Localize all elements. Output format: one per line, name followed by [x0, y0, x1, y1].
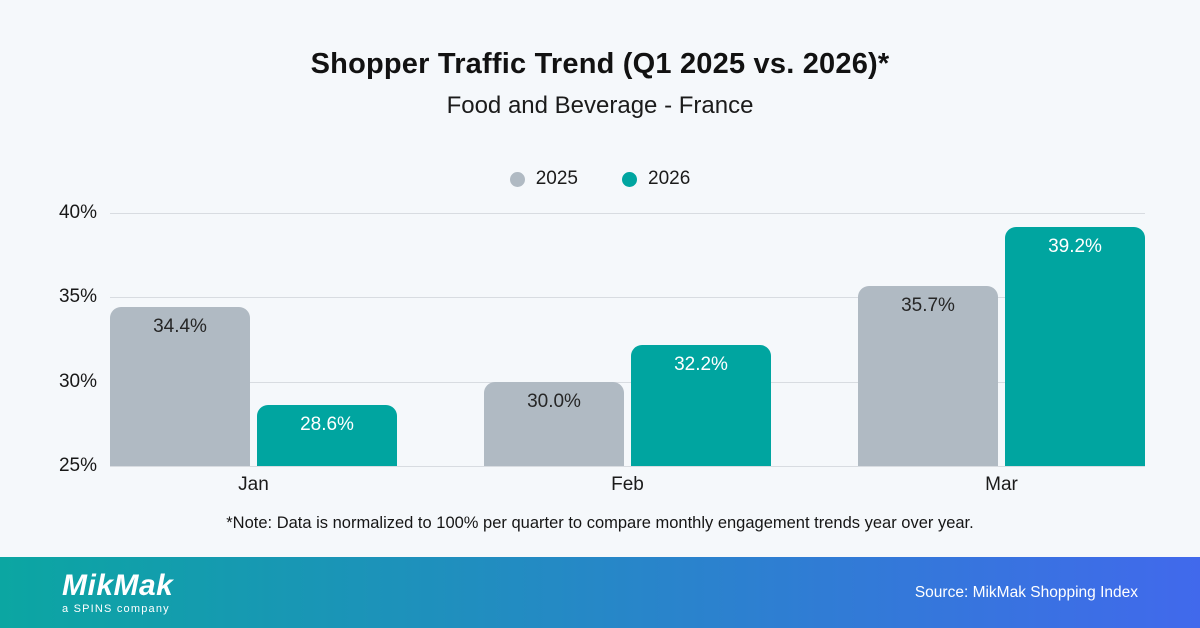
bar-group-jan: 34.4% 28.6% Jan: [110, 213, 397, 495]
bar-value-label: 32.2%: [674, 353, 728, 375]
bar-group-mar: 35.7% 39.2% Mar: [858, 213, 1145, 495]
legend-label-2026: 2026: [648, 168, 691, 189]
bar-value-label: 28.6%: [300, 414, 354, 436]
gridline: [110, 466, 1145, 467]
footnote: *Note: Data is normalized to 100% per qu…: [226, 514, 974, 532]
bar-value-label: 34.4%: [153, 316, 207, 338]
chart-subtitle: Food and Beverage - France: [446, 92, 754, 119]
legend-dot-2025: [509, 171, 525, 187]
legend-item-2026: 2026: [622, 168, 690, 190]
bar-jan-2026: 28.6%: [257, 405, 397, 466]
legend-label-2025: 2025: [535, 168, 578, 189]
x-tick-label-jan: Jan: [238, 474, 269, 495]
y-tick-label: 30%: [58, 370, 97, 392]
bar-groups: 34.4% 28.6% Jan 30.0% 32.2% Feb 35.7% 39.2% Mar: [110, 213, 1145, 495]
source-attribution: Source: MikMak Shopping Index: [914, 583, 1138, 601]
bar-feb-2026: 32.2%: [631, 344, 771, 466]
mikmak-logo: MikMak a SPINS company: [62, 568, 174, 615]
x-tick-label-feb: Feb: [611, 474, 644, 495]
legend-dot-2026: [622, 171, 637, 187]
plot-area: 34.4% 28.6% Jan 30.0% 32.2% Feb 35.7% 39.2% Mar: [110, 213, 1145, 495]
bar-group-feb: 30.0% 32.2% Feb: [484, 213, 771, 495]
bar-mar-2025: 35.7%: [858, 285, 998, 466]
gridline: [110, 213, 1145, 214]
gridline: [110, 381, 1145, 383]
footer-bar: MikMak a SPINS company Source: MikMak Sh…: [0, 557, 1200, 628]
chart-title: Shopper Traffic Trend (Q1 2025 vs. 2026)…: [310, 48, 890, 80]
bar-jan-2025: 34.4%: [110, 307, 250, 466]
y-tick-label: 35%: [58, 286, 97, 308]
bar-value-label: 30.0%: [527, 390, 581, 412]
bar-value-label: 39.2%: [1048, 235, 1102, 257]
mikmak-logo-text: MikMak: [62, 568, 174, 602]
chart-legend: 2025 2026: [0, 168, 1200, 190]
y-tick-label: 40%: [58, 202, 97, 223]
bar-feb-2025: 30.0%: [484, 381, 624, 466]
y-axis: 40% 35% 30% 25%: [0, 202, 97, 476]
bar-mar-2026: 39.2%: [1005, 226, 1145, 466]
y-tick-label: 25%: [58, 455, 97, 476]
legend-item-2025: 2025: [509, 168, 578, 190]
mikmak-logo-tagline: a SPINS company: [62, 602, 170, 615]
gridline: [110, 297, 1145, 299]
x-tick-label-mar: Mar: [985, 474, 1018, 495]
bar-value-label: 35.7%: [901, 294, 955, 316]
